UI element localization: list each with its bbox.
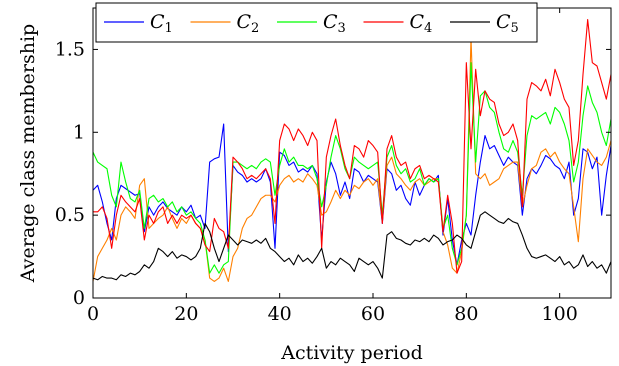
y-tick-label: 1.5 [55,38,85,60]
legend: C1 C2 C3 C4 C5 [95,2,538,43]
x-tick-label: 100 [542,303,578,325]
series-line-c2 [92,37,612,282]
y-tick-label: 0.5 [55,204,85,226]
plot-frame [92,7,612,299]
x-tick-label: 40 [268,303,292,325]
x-tick-label: 20 [174,303,198,325]
y-tick-label: 0 [73,287,85,309]
y-axis-title: Average class membership [17,24,39,283]
series-line-c5 [92,211,612,281]
series-layer [92,19,612,282]
y-tick-label: 1 [73,121,85,143]
x-tick-label: 80 [454,303,478,325]
x-axis-title: Activity period [280,342,422,364]
x-tick-label: 0 [87,303,99,325]
x-tick-label: 60 [361,303,385,325]
ticks-layer: 0 20 40 60 80 100 0 0.5 1 1.5 [55,8,611,325]
series-line-c4 [93,19,612,274]
series-line-c1 [92,123,612,266]
